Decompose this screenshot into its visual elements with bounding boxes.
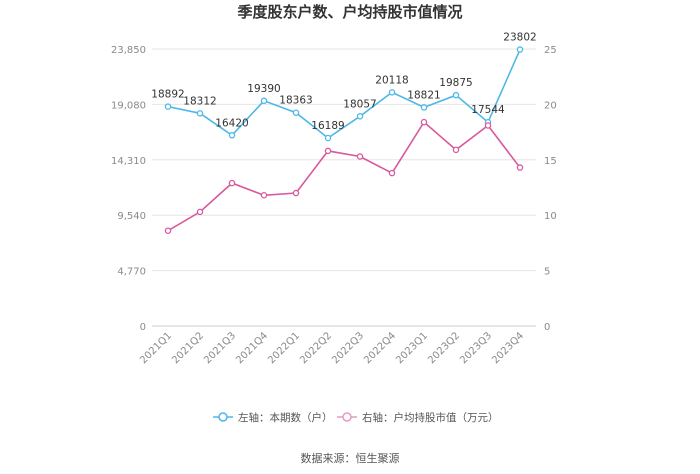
data-label: 19875 bbox=[439, 77, 472, 89]
legend-item-right-series[interactable]: 右轴：户均持股市值（万元） bbox=[337, 411, 499, 424]
data-label: 16420 bbox=[215, 117, 248, 129]
x-tick-label: 2021Q3 bbox=[202, 330, 238, 366]
data-label: 23802 bbox=[503, 32, 536, 44]
data-label: 18057 bbox=[343, 98, 376, 110]
series-lines bbox=[167, 49, 521, 232]
x-tick-label: 2021Q2 bbox=[170, 330, 206, 366]
left-tick-label: 9,540 bbox=[117, 211, 146, 222]
data-point-left bbox=[292, 109, 300, 116]
x-axis-ticks: 2021Q12021Q22021Q32021Q42022Q12022Q22022… bbox=[138, 330, 526, 366]
data-point-right bbox=[484, 122, 492, 129]
data-label: 20118 bbox=[375, 74, 408, 86]
data-point-right bbox=[356, 153, 364, 160]
data-point-right bbox=[260, 192, 268, 199]
chart-title: 季度股东户数、户均持股市值情况 bbox=[237, 3, 462, 21]
right-tick-label: 25 bbox=[544, 45, 557, 56]
data-point-right bbox=[228, 179, 236, 187]
x-tick-label: 2022Q3 bbox=[330, 330, 366, 366]
right-tick-label: 0 bbox=[544, 322, 550, 333]
left-axis-ticks: 0 4,770 9,540 14,310 19,080 23,850 bbox=[111, 45, 146, 333]
x-tick-label: 2023Q1 bbox=[394, 330, 430, 366]
data-point-left bbox=[420, 104, 428, 111]
series-line-left bbox=[167, 49, 521, 139]
data-point-left bbox=[388, 89, 396, 96]
legend-swatch-marker bbox=[218, 412, 228, 422]
data-label: 19390 bbox=[247, 83, 280, 95]
legend-label-left: 左轴：本期数（户） bbox=[238, 411, 333, 424]
x-tick-label: 2021Q1 bbox=[138, 330, 174, 366]
source-note: 数据来源：恒生聚源 bbox=[301, 451, 400, 465]
x-tick-label: 2023Q2 bbox=[426, 330, 462, 366]
data-point-right bbox=[388, 169, 396, 177]
right-tick-label: 5 bbox=[544, 267, 550, 278]
data-point-left bbox=[516, 46, 524, 53]
right-tick-label: 15 bbox=[544, 156, 557, 167]
x-tick-label: 2021Q4 bbox=[234, 330, 270, 366]
legend-item-left-series[interactable]: 左轴：本期数（户） bbox=[213, 411, 333, 424]
data-point-left bbox=[196, 110, 204, 117]
data-label: 18363 bbox=[279, 95, 312, 107]
data-point-right bbox=[324, 147, 332, 155]
x-tick-label: 2023Q4 bbox=[490, 330, 526, 366]
x-tick-label: 2022Q4 bbox=[362, 330, 398, 366]
left-tick-label: 19,080 bbox=[111, 100, 146, 111]
right-tick-label: 10 bbox=[544, 211, 557, 222]
data-point-left bbox=[260, 97, 268, 105]
right-tick-label: 20 bbox=[544, 100, 557, 111]
left-tick-label: 23,850 bbox=[111, 45, 146, 56]
x-tick-label: 2022Q1 bbox=[266, 330, 302, 366]
data-point-left bbox=[452, 91, 460, 99]
data-point-left bbox=[164, 103, 172, 110]
right-axis-ticks: 0 5 10 15 20 25 bbox=[544, 45, 557, 333]
data-point-right bbox=[292, 189, 300, 197]
data-label: 16189 bbox=[311, 120, 344, 132]
data-point-left bbox=[228, 132, 236, 139]
data-label: 18821 bbox=[407, 89, 440, 101]
data-label: 17544 bbox=[471, 104, 505, 116]
x-tick-label: 2023Q3 bbox=[458, 330, 494, 366]
data-point-right bbox=[452, 146, 460, 154]
x-tick-label: 2022Q2 bbox=[298, 330, 334, 366]
left-tick-label: 0 bbox=[140, 322, 146, 333]
series-line-right bbox=[167, 120, 521, 232]
data-point-right bbox=[420, 118, 428, 126]
legend: 左轴：本期数（户） 右轴：户均持股市值（万元） bbox=[213, 411, 499, 424]
left-tick-label: 4,770 bbox=[117, 267, 146, 278]
left-tick-label: 14,310 bbox=[111, 156, 146, 167]
legend-swatch-marker bbox=[342, 412, 352, 422]
data-point-right bbox=[196, 208, 204, 216]
data-point-left bbox=[356, 113, 364, 120]
data-label: 18312 bbox=[183, 95, 216, 107]
data-point-left bbox=[324, 134, 332, 142]
legend-label-right: 右轴：户均持股市值（万元） bbox=[362, 411, 499, 424]
data-point-right bbox=[164, 227, 172, 234]
grid-lines bbox=[152, 48, 536, 327]
data-point-right bbox=[516, 164, 524, 171]
data-label: 18892 bbox=[151, 89, 184, 101]
series-points bbox=[164, 46, 524, 234]
